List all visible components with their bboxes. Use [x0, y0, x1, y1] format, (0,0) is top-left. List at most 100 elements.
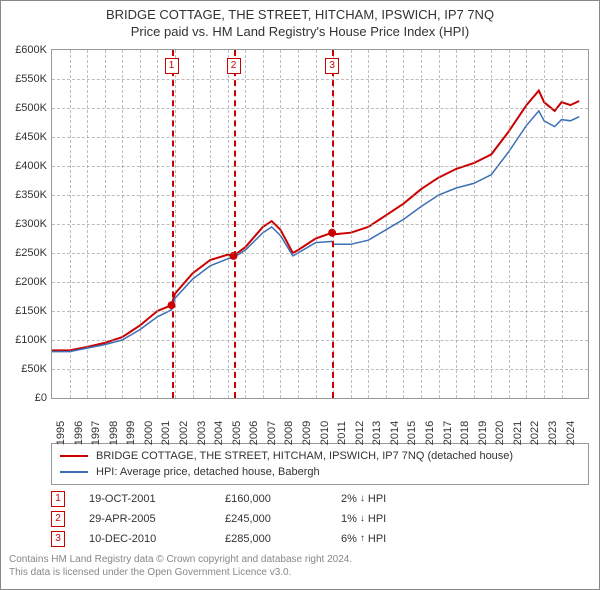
x-tick-label: 2018: [459, 421, 471, 445]
x-tick-label: 1999: [125, 421, 137, 445]
event-line: [172, 50, 174, 398]
x-tick-label: 2024: [565, 421, 577, 445]
x-tick-label: 2015: [406, 421, 418, 445]
gridline-vertical: [245, 50, 246, 398]
x-tick-label: 2020: [494, 421, 506, 445]
event-marker: 3: [325, 58, 339, 74]
legend-box: BRIDGE COTTAGE, THE STREET, HITCHAM, IPS…: [51, 443, 589, 485]
gridline-horizontal: [52, 369, 588, 370]
x-tick-label: 2007: [266, 421, 278, 445]
gridline-horizontal: [52, 340, 588, 341]
x-tick-label: 1995: [55, 421, 67, 445]
gridline-vertical: [403, 50, 404, 398]
y-tick-label: £300K: [3, 218, 47, 230]
gridline-vertical: [474, 50, 475, 398]
x-tick-label: 2012: [354, 421, 366, 445]
x-tick-label: 2001: [160, 421, 172, 445]
x-tick-label: 2023: [547, 421, 559, 445]
event-date: 19-OCT-2001: [89, 489, 219, 509]
x-tick-label: 2008: [283, 421, 295, 445]
x-tick-label: 2019: [477, 421, 489, 445]
y-tick-label: £0: [3, 392, 47, 404]
event-price: £245,000: [225, 509, 335, 529]
gridline-horizontal: [52, 79, 588, 80]
gridline-horizontal: [52, 195, 588, 196]
gridline-horizontal: [52, 311, 588, 312]
event-diff-vs: HPI: [368, 509, 386, 529]
legend-label: HPI: Average price, detached house, Babe…: [96, 464, 320, 480]
legend-row: BRIDGE COTTAGE, THE STREET, HITCHAM, IPS…: [60, 448, 580, 464]
arrow-down-icon: ↓: [360, 509, 365, 529]
event-diff-vs: HPI: [368, 529, 386, 549]
gridline-vertical: [544, 50, 545, 398]
x-tick-label: 1997: [90, 421, 102, 445]
gridline-vertical: [87, 50, 88, 398]
y-tick-label: £100K: [3, 334, 47, 346]
y-tick-label: £400K: [3, 160, 47, 172]
events-table: 119-OCT-2001£160,0002%↓HPI229-APR-2005£2…: [51, 489, 589, 549]
x-tick-label: 2000: [143, 421, 155, 445]
legend-swatch: [60, 455, 88, 457]
gridline-horizontal: [52, 108, 588, 109]
x-tick-label: 2011: [336, 421, 348, 445]
gridline-vertical: [280, 50, 281, 398]
event-line: [332, 50, 334, 398]
x-tick-label: 2014: [389, 421, 401, 445]
gridline-horizontal: [52, 224, 588, 225]
gridline-vertical: [439, 50, 440, 398]
gridline-vertical: [157, 50, 158, 398]
event-diff-pct: 6%: [341, 529, 357, 549]
y-tick-label: £550K: [3, 73, 47, 85]
x-tick-label: 2005: [231, 421, 243, 445]
gridline-vertical: [263, 50, 264, 398]
x-tick-label: 2004: [213, 421, 225, 445]
gridline-vertical: [526, 50, 527, 398]
gridline-vertical: [122, 50, 123, 398]
event-line: [234, 50, 236, 398]
titles: BRIDGE COTTAGE, THE STREET, HITCHAM, IPS…: [1, 1, 599, 39]
chart-title-line2: Price paid vs. HM Land Registry's House …: [1, 24, 599, 39]
x-tick-label: 2006: [248, 421, 260, 445]
legend-row: HPI: Average price, detached house, Babe…: [60, 464, 580, 480]
x-tick-label: 1996: [73, 421, 85, 445]
y-tick-label: £500K: [3, 102, 47, 114]
y-tick-label: £200K: [3, 276, 47, 288]
x-tick-label: 2022: [529, 421, 541, 445]
footer-attribution: Contains HM Land Registry data © Crown c…: [9, 553, 352, 579]
event-diff-pct: 2%: [341, 489, 357, 509]
y-tick-label: £350K: [3, 189, 47, 201]
chart-container: BRIDGE COTTAGE, THE STREET, HITCHAM, IPS…: [0, 0, 600, 590]
event-diff-vs: HPI: [368, 489, 386, 509]
arrow-up-icon: ↑: [360, 529, 365, 549]
x-tick-label: 2010: [319, 421, 331, 445]
gridline-vertical: [105, 50, 106, 398]
event-diff: 1%↓HPI: [341, 509, 386, 529]
plot-area: 123: [51, 49, 589, 399]
gridline-vertical: [562, 50, 563, 398]
gridline-vertical: [175, 50, 176, 398]
y-tick-label: £50K: [3, 363, 47, 375]
gridline-horizontal: [52, 282, 588, 283]
gridline-horizontal: [52, 253, 588, 254]
event-row: 2 29-APR-2005 £245,000 1%↓HPI: [51, 509, 589, 529]
event-diff: 6%↑HPI: [341, 529, 386, 549]
event-number-box: 2: [51, 511, 65, 527]
event-date: 10-DEC-2010: [89, 529, 219, 549]
gridline-vertical: [509, 50, 510, 398]
event-date: 29-APR-2005: [89, 509, 219, 529]
gridline-vertical: [298, 50, 299, 398]
gridline-vertical: [351, 50, 352, 398]
event-marker: 2: [227, 58, 241, 74]
event-number-box: 1: [51, 491, 65, 507]
x-tick-label: 2003: [196, 421, 208, 445]
gridline-vertical: [386, 50, 387, 398]
gridline-vertical: [140, 50, 141, 398]
x-tick-label: 2021: [512, 421, 524, 445]
arrow-down-icon: ↓: [360, 489, 365, 509]
event-number-box: 3: [51, 531, 65, 547]
y-tick-label: £250K: [3, 247, 47, 259]
event-diff-pct: 1%: [341, 509, 357, 529]
x-tick-label: 2016: [424, 421, 436, 445]
chart-title-line1: BRIDGE COTTAGE, THE STREET, HITCHAM, IPS…: [1, 7, 599, 22]
event-row: 310-DEC-2010£285,0006%↑HPI: [51, 529, 589, 549]
